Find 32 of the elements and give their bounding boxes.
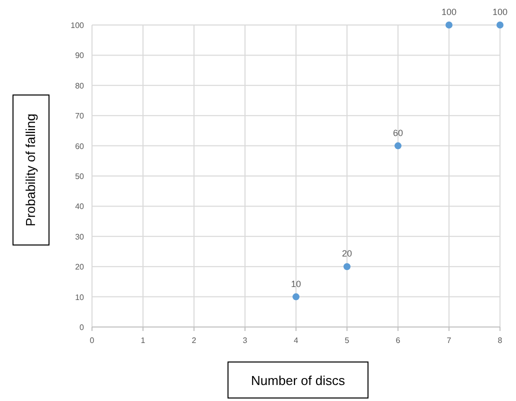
y-tick-label: 80 xyxy=(75,81,85,90)
point xyxy=(496,22,504,28)
point xyxy=(446,22,452,28)
y-tick-label: 30 xyxy=(75,232,85,242)
x-tick-label: 6 xyxy=(396,336,401,345)
data-label: 60 xyxy=(392,128,404,138)
data-label: 10 xyxy=(290,278,302,289)
x-tick-label: 1 xyxy=(140,336,146,345)
x-tick-label: 7 xyxy=(446,336,452,345)
x-axis-title: Number of discs xyxy=(251,373,346,388)
point xyxy=(344,263,350,270)
point xyxy=(292,293,300,300)
x-tick-label: 8 xyxy=(498,336,503,345)
y-tick-label: 0 xyxy=(80,323,85,332)
point xyxy=(394,142,402,150)
y-tick-label: 20 xyxy=(75,262,85,272)
y-tick-label: 100 xyxy=(70,21,85,30)
y-tick-label: 10 xyxy=(75,292,85,302)
x-tick-label: 0 xyxy=(90,336,95,345)
y-tick-label: 50 xyxy=(75,172,85,181)
y-tick-label: 40 xyxy=(75,202,85,212)
x-tick-label: 4 xyxy=(294,336,299,345)
x-tick-label: 5 xyxy=(344,336,350,345)
data-label: 100 xyxy=(441,7,457,17)
y-axis-title: Probability of falling xyxy=(23,114,38,226)
data-label: 20 xyxy=(342,248,352,259)
x-tick-label: 2 xyxy=(192,336,197,345)
x-tick-label: 3 xyxy=(242,336,248,345)
data-label: 100 xyxy=(492,7,508,17)
y-tick-label: 60 xyxy=(75,142,85,151)
y-tick-label: 70 xyxy=(75,112,85,121)
y-tick-label: 90 xyxy=(75,51,85,60)
